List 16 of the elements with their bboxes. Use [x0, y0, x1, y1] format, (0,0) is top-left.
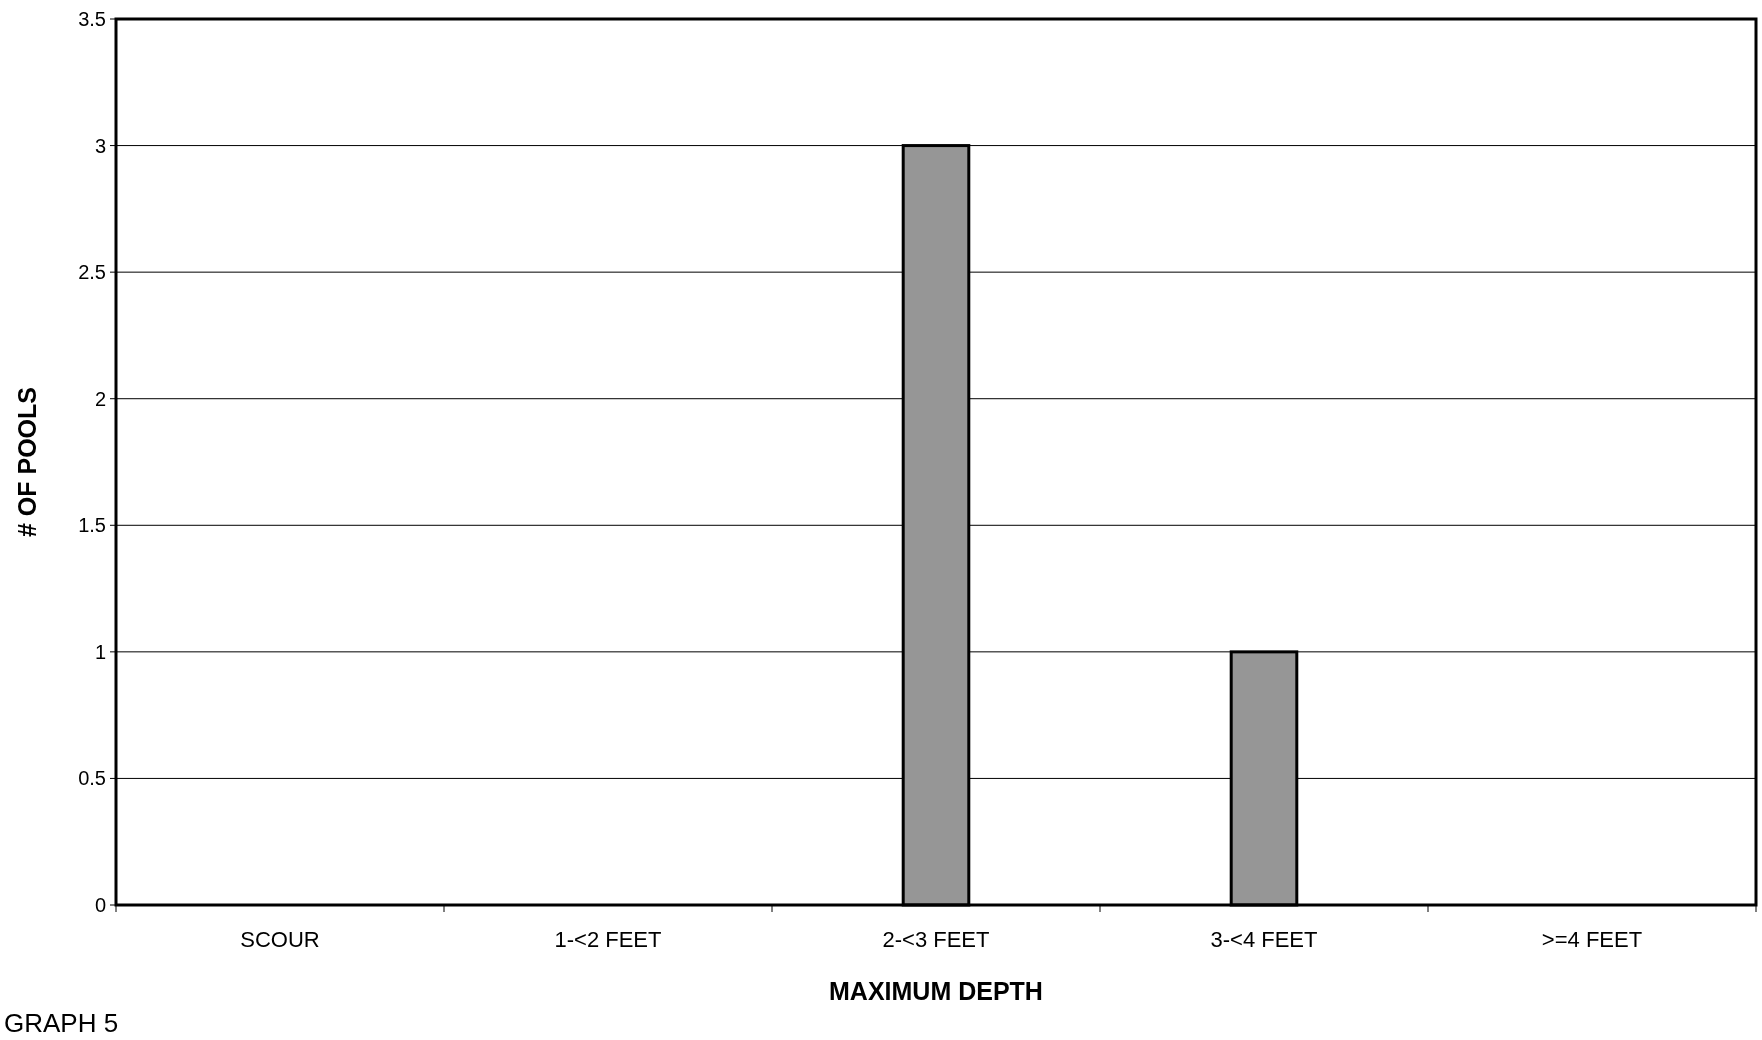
- caption: GRAPH 5: [4, 1008, 119, 1038]
- y-tick-label: 0: [94, 894, 106, 916]
- x-tick-label: 1-<2 FEET: [554, 927, 662, 952]
- x-axis-title: MAXIMUM DEPTH: [829, 977, 1043, 1005]
- y-tick-label: 2: [94, 387, 106, 410]
- y-tick-label: 3.5: [78, 8, 106, 30]
- y-tick-label: 0.5: [78, 767, 106, 790]
- y-tick-label: 2.5: [78, 261, 106, 284]
- y-axis-title: # OF POOLS: [13, 386, 41, 538]
- y-tick-label: 1: [94, 640, 106, 663]
- x-tick-label: 2-<3 FEET: [882, 927, 990, 952]
- y-tick-label: 3: [94, 134, 106, 157]
- x-tick-label: SCOUR: [240, 927, 320, 952]
- y-tick-label: 1.5: [78, 514, 106, 537]
- x-tick-label: 3-<4 FEET: [1210, 927, 1318, 952]
- x-tick-label: >=4 FEET: [1541, 927, 1643, 952]
